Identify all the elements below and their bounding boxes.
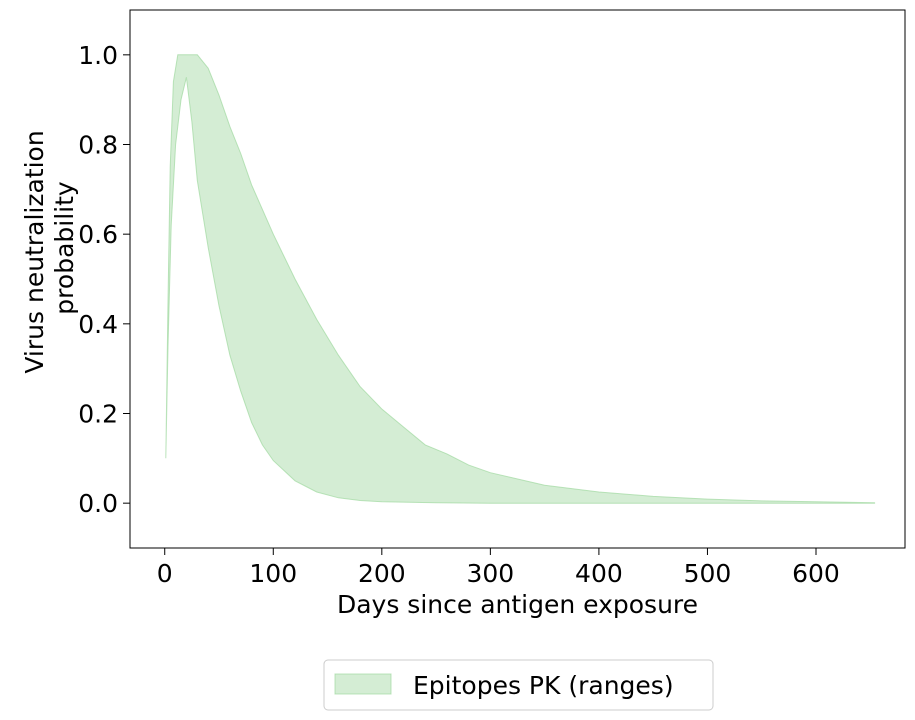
x-tick-label: 600 [792, 559, 840, 588]
legend-label: Epitopes PK (ranges) [413, 671, 674, 700]
y-tick-label: 0.0 [78, 489, 118, 518]
x-axis: 0 100 200 300 400 500 600 [157, 548, 840, 588]
x-tick-label: 400 [575, 559, 623, 588]
y-axis-label-line-1: Virus neutralization [20, 130, 49, 373]
x-axis-label: Days since antigen exposure [337, 590, 698, 619]
axes-frame [129, 9, 906, 549]
x-tick-label: 200 [358, 559, 406, 588]
y-axis: 0.0 0.2 0.4 0.6 0.8 1.0 [78, 41, 130, 518]
y-tick-label: 0.8 [78, 131, 118, 160]
x-tick-label: 0 [157, 559, 173, 588]
x-tick-label: 500 [684, 559, 732, 588]
plot-area [129, 9, 906, 549]
legend: Epitopes PK (ranges) [323, 659, 714, 711]
legend-swatch [334, 673, 392, 695]
y-axis-label: Virus neutralization probability [20, 122, 79, 373]
x-tick-label: 300 [467, 559, 515, 588]
y-tick-label: 0.4 [78, 310, 118, 339]
y-tick-label: 0.6 [78, 220, 118, 249]
y-tick-label: 1.0 [78, 41, 118, 70]
legend-box [323, 659, 714, 711]
range-band [165, 54, 876, 504]
y-tick-label: 0.2 [78, 400, 118, 429]
y-axis-label-line-2: probability [50, 181, 79, 315]
x-tick-label: 100 [249, 559, 297, 588]
